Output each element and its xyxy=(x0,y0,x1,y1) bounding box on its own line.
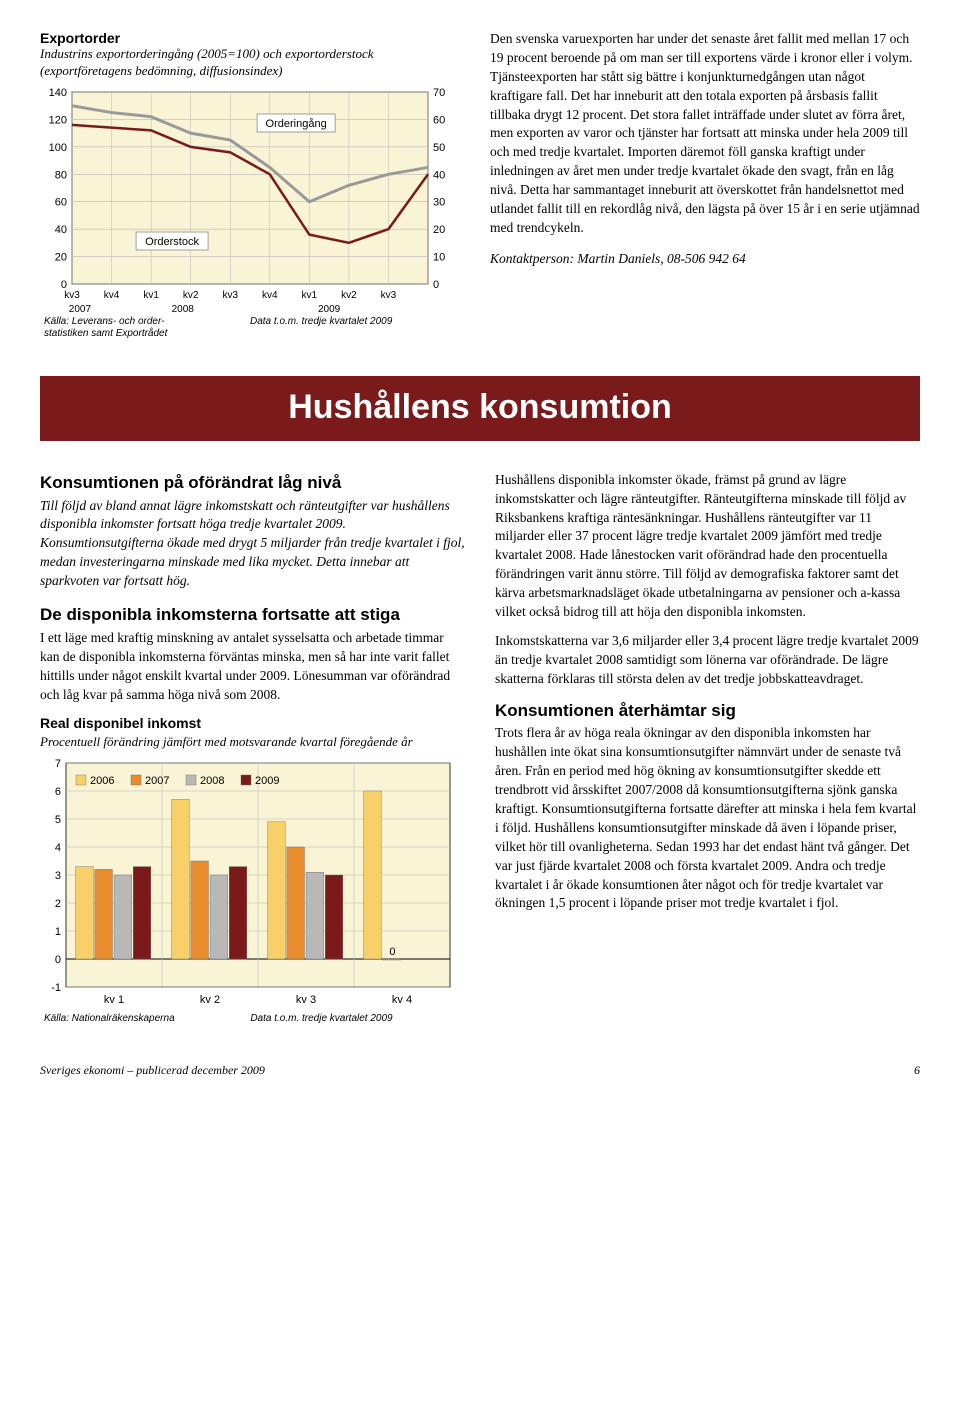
svg-text:6: 6 xyxy=(55,786,61,798)
heading-konsumtion: Konsumtionen på oförändrat låg nivå xyxy=(40,471,465,495)
footer-left: Sveriges ekonomi – publicerad december 2… xyxy=(40,1063,265,1078)
svg-text:2008: 2008 xyxy=(200,775,224,787)
svg-text:80: 80 xyxy=(55,169,67,181)
svg-text:Data t.o.m. tredje kvartalet 2: Data t.o.m. tredje kvartalet 2009 xyxy=(250,1013,393,1024)
intro-paragraph: Till följd av bland annat lägre inkomsts… xyxy=(40,497,465,591)
svg-text:2006: 2006 xyxy=(90,775,114,787)
svg-text:kv3: kv3 xyxy=(381,290,397,301)
top-paragraph: Den svenska varuexporten har under det s… xyxy=(490,30,920,238)
svg-text:Data t.o.m. tredje kvartalet 2: Data t.o.m. tredje kvartalet 2009 xyxy=(250,316,393,327)
svg-text:2007: 2007 xyxy=(69,304,92,315)
svg-text:7: 7 xyxy=(55,758,61,770)
heading-disponibla: De disponibla inkomsterna fortsatte att … xyxy=(40,603,465,627)
contact-line: Kontaktperson: Martin Daniels, 08-506 94… xyxy=(490,250,920,269)
chart1-subtitle: Industrins exportorderingång (2005=100) … xyxy=(40,46,460,80)
svg-text:kv3: kv3 xyxy=(222,290,238,301)
svg-text:kv1: kv1 xyxy=(143,290,159,301)
right-p2: Inkomstskatterna var 3,6 miljarder eller… xyxy=(495,632,920,689)
svg-text:Orderstock: Orderstock xyxy=(145,236,199,248)
svg-text:70: 70 xyxy=(433,87,445,99)
svg-text:40: 40 xyxy=(433,169,445,181)
svg-text:0: 0 xyxy=(55,954,61,966)
chart1: 020406080100120140010203040506070Orderin… xyxy=(40,86,460,351)
svg-text:2008: 2008 xyxy=(172,304,195,315)
svg-text:20: 20 xyxy=(55,251,67,263)
svg-text:60: 60 xyxy=(55,196,67,208)
svg-text:2: 2 xyxy=(55,898,61,910)
svg-text:5: 5 xyxy=(55,814,61,826)
svg-text:kv 3: kv 3 xyxy=(296,994,316,1006)
svg-text:0: 0 xyxy=(433,279,439,291)
svg-text:100: 100 xyxy=(49,142,67,154)
svg-text:2009: 2009 xyxy=(255,775,279,787)
svg-text:50: 50 xyxy=(433,142,445,154)
heading-aterhamtar: Konsumtionen återhämtar sig xyxy=(495,699,920,723)
svg-text:1: 1 xyxy=(55,926,61,938)
svg-text:120: 120 xyxy=(49,114,67,126)
right-p1: Hushållens disponibla inkomster ökade, f… xyxy=(495,471,920,622)
svg-text:2009: 2009 xyxy=(318,304,341,315)
chart2-subtitle: Procentuell förändring jämfört med motsv… xyxy=(40,734,465,751)
svg-text:kv3: kv3 xyxy=(64,290,80,301)
chart2-title: Real disponibel inkomst xyxy=(40,714,465,734)
svg-text:statistiken samt Exportrådet: statistiken samt Exportrådet xyxy=(44,327,169,339)
svg-text:4: 4 xyxy=(55,842,61,854)
svg-text:60: 60 xyxy=(433,114,445,126)
svg-text:kv4: kv4 xyxy=(262,290,278,301)
svg-text:-1: -1 xyxy=(51,982,61,994)
svg-text:Orderingång: Orderingång xyxy=(266,118,327,130)
svg-text:kv 2: kv 2 xyxy=(200,994,220,1006)
right-p3: Trots flera år av höga reala ökningar av… xyxy=(495,724,920,913)
svg-text:20: 20 xyxy=(433,224,445,236)
svg-text:0: 0 xyxy=(389,946,395,958)
svg-text:Källa: Leverans- och order-: Källa: Leverans- och order- xyxy=(44,316,165,327)
footer-page: 6 xyxy=(914,1063,920,1078)
paragraph-disponibla: I ett läge med kraftig minskning av anta… xyxy=(40,629,465,705)
svg-text:kv1: kv1 xyxy=(302,290,318,301)
svg-text:kv 4: kv 4 xyxy=(392,994,412,1006)
svg-text:kv4: kv4 xyxy=(104,290,120,301)
chart1-title: Exportorder xyxy=(40,30,460,46)
svg-text:Källa: Nationalräkenskaperna: Källa: Nationalräkenskaperna xyxy=(44,1013,175,1024)
svg-text:kv2: kv2 xyxy=(341,290,357,301)
section-banner: Hushållens konsumtion xyxy=(40,376,920,441)
svg-text:10: 10 xyxy=(433,251,445,263)
svg-text:3: 3 xyxy=(55,870,61,882)
svg-text:kv2: kv2 xyxy=(183,290,199,301)
chart2: -1 0 1 2 3 4 5 6 7 kv 1 kv 2 kv 3 kv 4 0 2006 2007 2008 2… xyxy=(40,757,465,1043)
svg-text:30: 30 xyxy=(433,196,445,208)
svg-text:140: 140 xyxy=(49,87,67,99)
svg-text:40: 40 xyxy=(55,224,67,236)
svg-text:2007: 2007 xyxy=(145,775,169,787)
svg-text:kv 1: kv 1 xyxy=(104,994,124,1006)
